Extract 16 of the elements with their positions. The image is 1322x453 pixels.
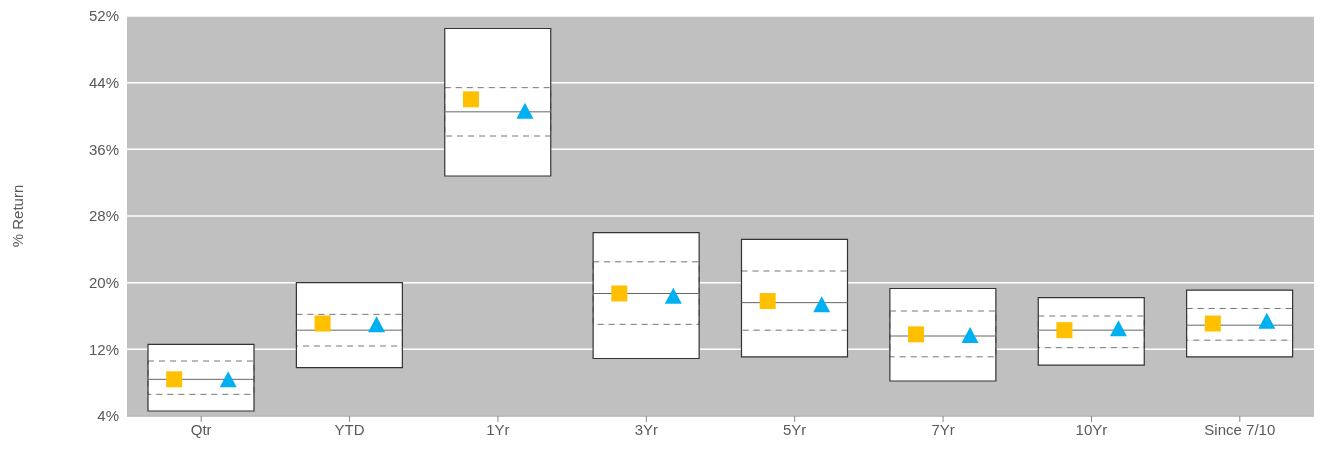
y-tick-label: 36% — [88, 140, 119, 158]
x-tick-label: 5Yr — [783, 420, 807, 438]
y-tick-label: 12% — [88, 340, 119, 358]
y-tick-label: 52% — [88, 7, 119, 25]
x-tick-label: 10Yr — [1075, 420, 1108, 438]
y-tick-label: 44% — [88, 73, 119, 91]
x-tick-label: 1Yr — [486, 420, 510, 438]
y-tick-label: 20% — [88, 273, 119, 291]
x-tick-label: 7Yr — [931, 420, 955, 438]
x-tick-label: Since 7/10 — [1204, 420, 1276, 438]
x-tick-label: Qtr — [190, 420, 212, 438]
y-tick-label: 4% — [97, 407, 119, 425]
x-tick-label: YTD — [334, 420, 365, 438]
x-tick-label: 3Yr — [634, 420, 658, 438]
y-tick-label: 28% — [88, 207, 119, 225]
y-axis-title: % Return — [9, 184, 27, 248]
